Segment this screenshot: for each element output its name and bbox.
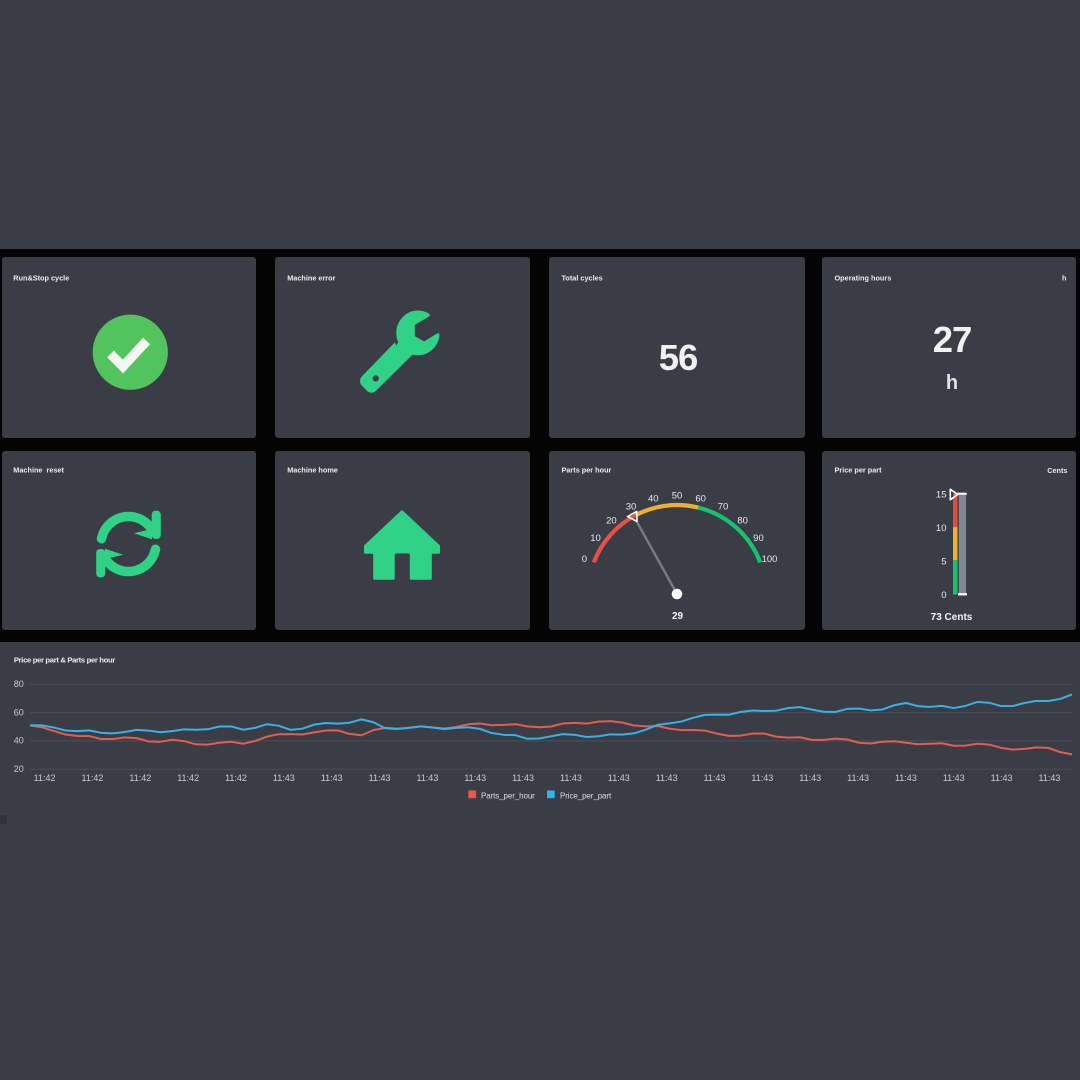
svg-text:Total cycles: Total cycles xyxy=(562,273,603,282)
svg-text:Operating hours: Operating hours xyxy=(835,273,892,282)
svg-text:27: 27 xyxy=(933,319,972,360)
svg-text:Machine reset: Machine reset xyxy=(13,465,64,474)
svg-text:11:43: 11:43 xyxy=(1039,773,1061,783)
svg-text:11:43: 11:43 xyxy=(656,773,678,783)
svg-text:11:43: 11:43 xyxy=(512,773,534,783)
svg-text:20: 20 xyxy=(14,764,24,774)
svg-text:11:43: 11:43 xyxy=(416,773,438,783)
svg-text:Parts_per_hour: Parts_per_hour xyxy=(481,792,535,801)
svg-text:70: 70 xyxy=(718,502,729,513)
svg-text:11:43: 11:43 xyxy=(799,773,821,783)
svg-text:Cents: Cents xyxy=(1047,466,1067,475)
svg-text:11:43: 11:43 xyxy=(895,773,917,783)
svg-text:11:43: 11:43 xyxy=(464,773,486,783)
svg-text:11:43: 11:43 xyxy=(608,773,630,783)
svg-text:29: 29 xyxy=(672,611,684,622)
svg-text:11:43: 11:43 xyxy=(273,773,295,783)
svg-text:56: 56 xyxy=(659,337,698,378)
svg-text:11:43: 11:43 xyxy=(560,773,582,783)
svg-text:73 Cents: 73 Cents xyxy=(931,612,973,623)
svg-text:Price per part & Parts per hou: Price per part & Parts per hour xyxy=(14,656,115,665)
svg-text:15: 15 xyxy=(936,489,947,500)
svg-text:Run&Stop cycle: Run&Stop cycle xyxy=(13,273,69,282)
svg-text:11:42: 11:42 xyxy=(177,773,199,783)
svg-text:20: 20 xyxy=(606,515,617,526)
svg-text:0: 0 xyxy=(941,590,946,601)
svg-text:11:43: 11:43 xyxy=(751,773,773,783)
svg-text:40: 40 xyxy=(648,493,659,504)
svg-text:Parts per hour: Parts per hour xyxy=(562,465,612,474)
svg-text:11:43: 11:43 xyxy=(943,773,965,783)
svg-text:11:43: 11:43 xyxy=(704,773,726,783)
svg-text:11:42: 11:42 xyxy=(82,773,104,783)
svg-text:11:43: 11:43 xyxy=(847,773,869,783)
svg-text:11:43: 11:43 xyxy=(321,773,343,783)
svg-text:80: 80 xyxy=(737,515,748,526)
svg-text:30: 30 xyxy=(626,502,637,513)
svg-text:Price_per_part: Price_per_part xyxy=(560,792,612,801)
svg-text:10: 10 xyxy=(936,523,947,534)
svg-text:Machine home: Machine home xyxy=(287,465,338,474)
svg-text:11:43: 11:43 xyxy=(991,773,1013,783)
svg-text:100: 100 xyxy=(762,554,778,565)
svg-text:Machine error: Machine error xyxy=(287,273,335,282)
svg-text:11:43: 11:43 xyxy=(369,773,391,783)
svg-text:11:42: 11:42 xyxy=(129,773,151,783)
svg-text:h: h xyxy=(946,372,958,394)
svg-text:80: 80 xyxy=(14,679,24,689)
svg-text:10: 10 xyxy=(590,533,601,544)
svg-text:h: h xyxy=(1062,273,1066,282)
svg-text:40: 40 xyxy=(14,736,24,746)
svg-text:Price per part: Price per part xyxy=(835,465,883,474)
svg-text:11:42: 11:42 xyxy=(225,773,247,783)
svg-text:5: 5 xyxy=(941,557,946,568)
svg-text:60: 60 xyxy=(14,707,24,717)
svg-text:50: 50 xyxy=(672,490,683,501)
svg-text:11:42: 11:42 xyxy=(34,773,56,783)
svg-text:0: 0 xyxy=(582,554,587,565)
svg-text:90: 90 xyxy=(753,533,764,544)
svg-text:60: 60 xyxy=(695,493,706,504)
